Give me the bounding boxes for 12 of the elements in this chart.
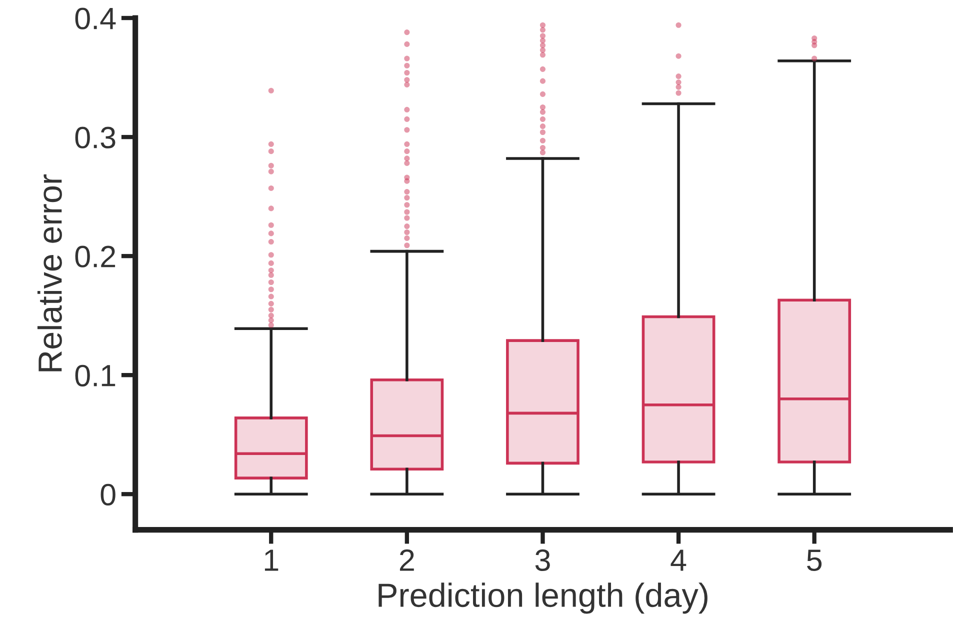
x-axis-title: Prediction length (day) xyxy=(378,582,708,614)
y-tick-label: 0.1 xyxy=(75,364,116,386)
y-axis-title: Relative error xyxy=(37,174,62,372)
x-tick-label: 2 xyxy=(400,549,414,571)
x-tick-label: 1 xyxy=(264,550,278,571)
x-tick-label: 3 xyxy=(535,549,550,572)
x-tick-label: 5 xyxy=(807,550,822,572)
y-tick-label: 0.2 xyxy=(75,246,116,268)
y-tick-label: 0 xyxy=(100,484,116,506)
x-tick-label: 4 xyxy=(670,550,686,571)
y-tick-label: 0.3 xyxy=(75,126,116,148)
y-tick-label: 0.4 xyxy=(75,8,116,30)
